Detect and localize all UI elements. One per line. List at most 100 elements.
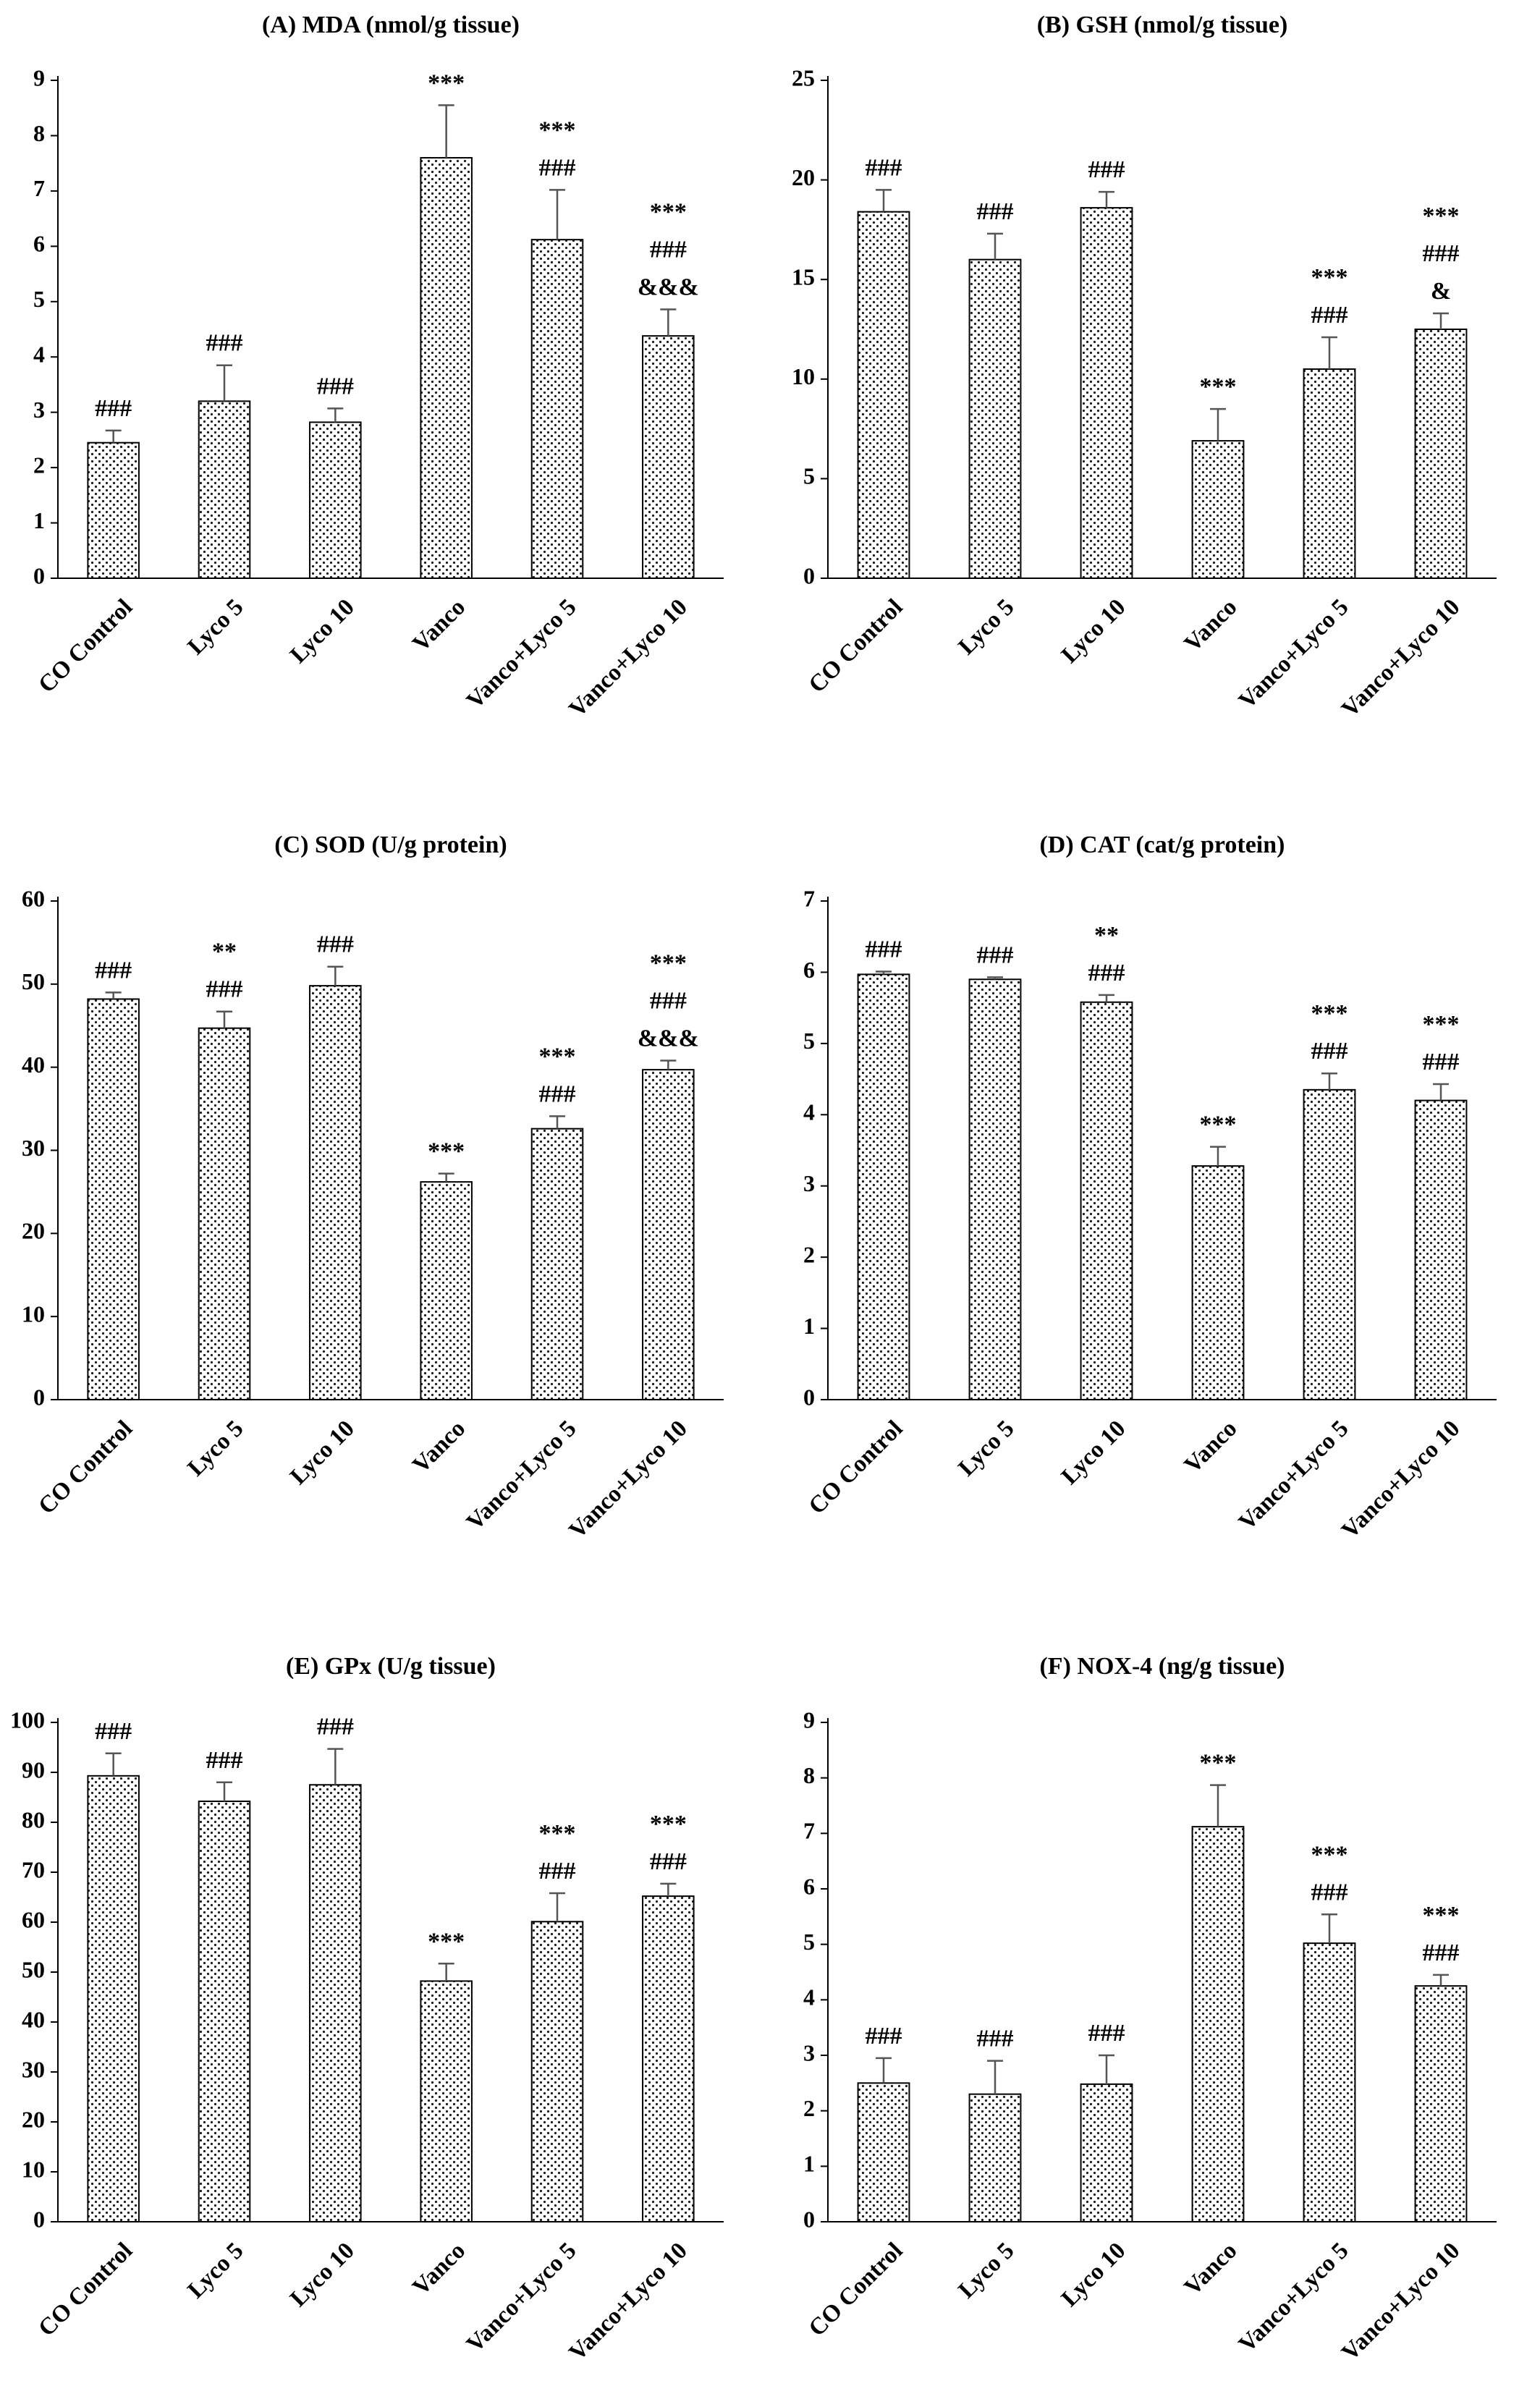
significance-label: &&& [638, 274, 699, 300]
x-tick-label: Vanco+Lyco 10 [1337, 2238, 1465, 2366]
bar [309, 421, 362, 580]
x-tick-label: Lyco 10 [285, 1416, 360, 1490]
x-tick-label: Vanco+Lyco 5 [462, 2238, 582, 2358]
x-tick-label: Vanco+Lyco 10 [1337, 594, 1465, 722]
chart-title: (E) GPx (U/g tissue) [286, 1653, 496, 1680]
bar [642, 1895, 695, 2223]
y-tick-label: 10 [22, 1301, 45, 1327]
y-tick-label: 80 [22, 1806, 45, 1832]
significance-label: ### [95, 1718, 132, 1745]
y-tick-label: 1 [803, 1313, 815, 1339]
y-tick-label: 0 [33, 1384, 45, 1410]
significance-label: *** [428, 69, 465, 96]
y-tick-label: 25 [792, 64, 815, 90]
significance-label: ### [650, 236, 687, 263]
y-tick-label: 0 [33, 2206, 45, 2232]
bar [1303, 1942, 1356, 2222]
significance-label: *** [1423, 203, 1460, 229]
chart-panel-2: (B) GSH (nmol/g tissue) 0 5 10 15 20 25 ### CO C… [792, 12, 1497, 722]
x-tick-label: Lyco 5 [183, 1416, 249, 1481]
bar [1414, 1985, 1468, 2223]
significance-label: ### [1088, 960, 1125, 986]
bar [642, 335, 695, 579]
y-tick-label: 20 [22, 2106, 45, 2132]
y-tick-label: 6 [33, 231, 45, 257]
y-tick-label: 90 [22, 1756, 45, 1782]
chart-panel-3: (C) SOD (U/g protein) 0 10 20 30 40 50 60 ### CO … [22, 832, 724, 1544]
x-tick-label: Vanco+Lyco 5 [462, 1416, 582, 1536]
significance-label: &&& [638, 1025, 699, 1052]
y-tick-label: 2 [33, 452, 45, 478]
significance-label: ### [866, 2023, 902, 2050]
y-tick-label: 0 [803, 1384, 815, 1410]
y-tick-label: 9 [33, 64, 45, 90]
bar [309, 985, 362, 1400]
x-tick-label: Vanco+Lyco 5 [1234, 1416, 1354, 1536]
significance-label: ### [539, 1858, 576, 1885]
significance-label: *** [1200, 1112, 1237, 1138]
y-tick-label: 100 [10, 1706, 45, 1733]
significance-label: ### [1311, 1038, 1348, 1065]
y-tick-label: 9 [803, 1706, 815, 1733]
chart-title: (B) GSH (nmol/g tissue) [1037, 12, 1288, 38]
x-tick-label: Vanco+Lyco 10 [564, 594, 693, 722]
x-tick-label: Vanco [1180, 594, 1243, 657]
significance-label: *** [539, 1043, 576, 1070]
y-tick-label: 7 [803, 1818, 815, 1844]
x-tick-label: Vanco [407, 594, 470, 657]
bar [198, 1027, 251, 1400]
significance-label: ### [317, 931, 354, 958]
y-tick-label: 5 [33, 286, 45, 312]
bar [1080, 1001, 1133, 1400]
significance-label: ### [650, 987, 687, 1014]
y-tick-label: 15 [792, 264, 815, 290]
y-tick-label: 20 [792, 164, 815, 190]
significance-label: ### [539, 1080, 576, 1107]
bar [420, 1181, 473, 1401]
y-tick-label: 1 [803, 2151, 815, 2177]
y-tick-label: 40 [22, 1052, 45, 1078]
x-tick-label: CO Control [34, 594, 138, 698]
significance-label: ### [1423, 1049, 1460, 1075]
x-tick-label: Vanco [1180, 1416, 1243, 1479]
y-tick-label: 0 [33, 562, 45, 588]
bar [1080, 207, 1133, 579]
x-tick-label: CO Control [804, 1416, 908, 1520]
bar [857, 211, 910, 579]
bar [642, 1069, 695, 1401]
significance-label: *** [650, 198, 687, 225]
y-tick-label: 40 [22, 2006, 45, 2032]
bar [530, 239, 584, 579]
y-tick-label: 8 [803, 1762, 815, 1788]
bar [198, 400, 251, 580]
chart-panel-5: (E) GPx (U/g tissue) 0 10 20 30 40 50 60 70 80 90 1… [10, 1653, 724, 2366]
x-tick-label: Lyco 5 [954, 594, 1020, 660]
bar [1414, 1099, 1468, 1400]
x-tick-label: CO Control [804, 2238, 908, 2342]
significance-label: ### [206, 1747, 243, 1774]
significance-label: ### [539, 154, 576, 181]
significance-label: *** [428, 1928, 465, 1955]
significance-label: *** [1200, 1750, 1237, 1777]
bar [420, 157, 473, 579]
significance-label: ### [977, 2026, 1014, 2052]
y-tick-label: 4 [803, 1984, 815, 2010]
y-tick-label: 5 [803, 1028, 815, 1054]
y-tick-label: 7 [33, 175, 45, 201]
significance-label: ### [977, 198, 1014, 225]
y-tick-label: 2 [803, 2095, 815, 2121]
y-tick-label: 50 [22, 1956, 45, 1982]
significance-label: *** [1311, 1841, 1348, 1868]
significance-label: *** [428, 1138, 465, 1165]
y-tick-label: 2 [803, 1241, 815, 1267]
bar [1191, 1165, 1245, 1400]
significance-label: ### [317, 1714, 354, 1740]
bar [1191, 440, 1245, 579]
x-tick-label: Vanco+Lyco 5 [462, 594, 582, 714]
significance-label: ### [95, 395, 132, 422]
chart-panel-4: (D) CAT (cat/g protein) 0 1 2 3 4 5 6 7 ### CO Con… [803, 832, 1497, 1544]
significance-label: ### [977, 942, 1014, 968]
significance-label: *** [1423, 1902, 1460, 1929]
y-tick-label: 3 [33, 397, 45, 423]
